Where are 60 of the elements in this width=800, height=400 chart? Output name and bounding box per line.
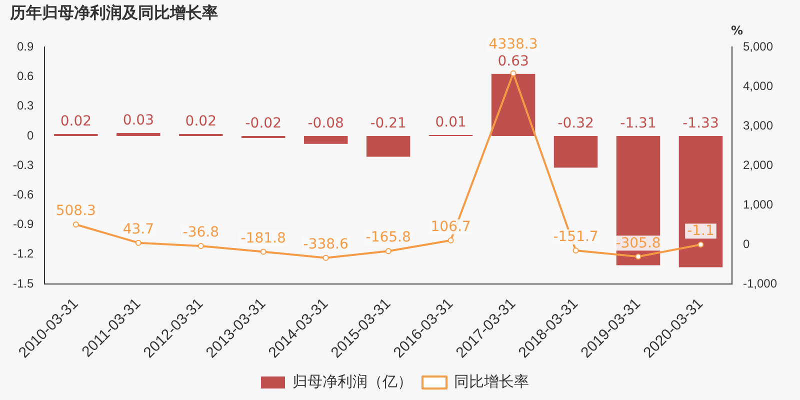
y2-tick-label: 2,000	[742, 158, 774, 172]
data-label: -1.33	[682, 116, 719, 132]
data-label: -0.08	[308, 116, 344, 132]
point	[510, 70, 516, 76]
point	[72, 221, 79, 228]
point	[135, 240, 142, 246]
bar	[304, 136, 348, 144]
data-label: 43.7	[122, 221, 154, 238]
data-label: -0.32	[558, 116, 594, 132]
y2-tick-label: -1,000	[742, 276, 778, 290]
point	[698, 242, 704, 248]
data-label: -181.8	[240, 230, 286, 246]
y-tick-label: -1.2	[12, 246, 34, 261]
data-label: -1.31	[620, 116, 656, 132]
bar	[554, 136, 598, 168]
y2-tick-label: 0	[742, 236, 750, 251]
data-label: 0.02	[60, 114, 92, 130]
data-label: 0.63	[498, 53, 529, 70]
y-tick-label: 0	[26, 128, 34, 142]
data-label: 0.02	[185, 114, 216, 130]
data-label: 0.03	[122, 112, 154, 129]
point	[448, 237, 454, 244]
bar	[116, 133, 160, 136]
point	[198, 243, 204, 249]
data-label: 0.01	[435, 114, 466, 131]
point	[572, 248, 579, 254]
y2-tick-label: 5,000	[742, 40, 774, 54]
y-tick-label: 0.9	[16, 40, 34, 54]
y2-tick-label: 3,000	[742, 118, 774, 132]
y-tick-label: -0.3	[12, 158, 34, 172]
data-label: -0.02	[245, 116, 282, 132]
data-label: -165.8	[366, 230, 411, 246]
data-label: -338.6	[303, 236, 348, 253]
y-tick-label: 0.6	[16, 69, 34, 84]
bar	[616, 136, 660, 266]
point	[635, 254, 642, 260]
data-label: 4338.3	[488, 36, 538, 52]
y2-tick-label: 4,000	[742, 78, 774, 93]
chart-title: 历年归母净利润及同比增长率	[9, 2, 218, 22]
y-tick-label: -0.6	[12, 188, 34, 202]
bar	[366, 136, 410, 157]
data-label: -0.21	[370, 116, 406, 132]
y-tick-label: -0.9	[12, 217, 34, 232]
data-label: -305.8	[616, 235, 661, 252]
data-label: -1.1	[687, 223, 714, 240]
data-label: -151.7	[553, 229, 598, 246]
legend-label: 归母净利润（亿）	[292, 374, 412, 391]
point	[260, 248, 266, 255]
bar	[491, 74, 536, 136]
data-label: -36.8	[182, 224, 219, 241]
data-label: 508.3	[56, 203, 96, 220]
point	[322, 254, 329, 261]
point	[385, 248, 392, 254]
legend-label: 同比增长率	[454, 374, 529, 391]
bar	[678, 136, 723, 268]
y-tick-label: 0.3	[16, 98, 34, 113]
data-label: 106.7	[430, 218, 471, 235]
y-tick-label: -1.5	[12, 276, 34, 290]
y2-tick-label: 1,000	[742, 197, 774, 212]
y2-axis-title: %	[730, 23, 743, 38]
